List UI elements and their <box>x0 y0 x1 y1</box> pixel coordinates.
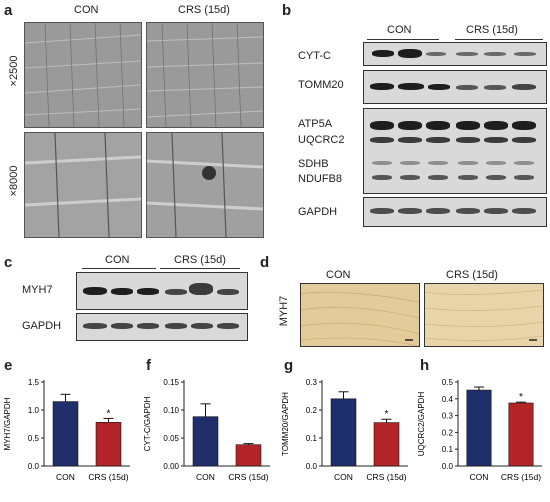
blot-c-group-label-con: CON <box>105 254 130 266</box>
y-tick-label: 1.5 <box>28 378 40 387</box>
blot-gapdh-b <box>363 197 547 227</box>
blot-myh7 <box>76 272 248 310</box>
y-tick-label: 1.0 <box>28 406 40 415</box>
blot-cytc <box>363 42 547 66</box>
bar <box>95 422 122 467</box>
bar <box>508 402 534 467</box>
x-tick-label: CRS (15d) <box>366 472 406 482</box>
y-tick-label: 0.00 <box>163 462 179 471</box>
x-tick-label: CON <box>470 472 489 482</box>
y-tick-label: 0.0 <box>28 462 40 471</box>
bar <box>330 398 357 467</box>
protein-label-atp5a: ATP5A <box>298 118 333 130</box>
panel-label-b: b <box>282 2 292 19</box>
significance-marker: * <box>519 392 523 403</box>
y-tick-label: 0.4 <box>442 395 454 404</box>
protein-label-gapdh-b: GAPDH <box>298 206 338 218</box>
protein-label-ndufb8: NDUFB8 <box>298 173 343 185</box>
histology-group-label-con: CON <box>326 269 351 281</box>
bar <box>192 416 219 467</box>
histology-group-label-crs: CRS (15d) <box>446 269 498 281</box>
x-tick-label: CON <box>196 472 215 482</box>
y-axis-label: TOMM20/GAPDH <box>281 392 290 456</box>
em-image-con-high <box>24 132 142 238</box>
em-image-crs-high <box>146 132 264 238</box>
panel-label-f: f <box>146 357 151 374</box>
blot-c-underline-con <box>82 268 156 269</box>
y-axis-label: CYT-C/GAPDH <box>143 396 152 451</box>
em-image-crs-low <box>146 22 264 128</box>
panel-label-e: e <box>4 357 13 374</box>
y-axis-label: MYH7/GAPDH <box>3 397 12 450</box>
em-texture <box>25 133 141 237</box>
significance-marker: * <box>107 408 111 419</box>
significance-marker: * <box>385 409 389 420</box>
panel-label-d: d <box>260 254 270 271</box>
blot-oxphos <box>363 108 547 194</box>
y-tick-label: 0.10 <box>163 406 179 415</box>
y-tick-label: 0.0 <box>442 462 454 471</box>
blot-group-label-con: CON <box>387 24 412 36</box>
blot-gapdh-c <box>76 313 248 341</box>
protein-label-myh7: MYH7 <box>22 284 53 296</box>
panel-label-g: g <box>284 357 294 374</box>
y-tick-label: 0.1 <box>306 434 318 443</box>
y-tick-label: 0.5 <box>28 434 40 443</box>
panel-label-a: a <box>4 2 13 19</box>
em-texture <box>25 23 141 127</box>
panel-label-h: h <box>420 357 430 374</box>
bar <box>373 422 400 467</box>
bar <box>52 401 79 467</box>
blot-group-label-crs: CRS (15d) <box>466 24 518 36</box>
protein-label-cytc: CYT-C <box>298 50 331 62</box>
x-tick-label: CRS (15d) <box>228 472 268 482</box>
blot-c-group-label-crs: CRS (15d) <box>174 254 226 266</box>
group-underline-con <box>367 39 439 40</box>
y-tick-label: 0.1 <box>442 445 454 454</box>
histology-texture <box>301 291 419 346</box>
y-axis-label: UQCRC2/GAPDH <box>417 392 426 457</box>
em-image-con-low <box>24 22 142 128</box>
bar-chart-g: TOMM20/GAPDH 0.0 0.1 0.2 0.3 CON * CRS (15d) <box>281 378 408 482</box>
y-tick-label: 0.2 <box>442 428 454 437</box>
protein-label-sdhb: SDHB <box>298 158 329 170</box>
x-tick-label: CRS (15d) <box>88 472 128 482</box>
histology-image-crs <box>424 283 544 347</box>
protein-label-uqcrc2: UQCRC2 <box>298 134 345 146</box>
em-texture <box>147 133 263 237</box>
y-tick-label: 0.2 <box>306 406 318 415</box>
group-underline-crs <box>455 39 543 40</box>
blot-c-underline-crs <box>160 268 240 269</box>
bar <box>466 389 492 467</box>
em-magnification-label-high: ×8000 <box>8 165 20 197</box>
histology-image-con <box>300 283 420 347</box>
y-tick-label: 0.15 <box>163 378 179 387</box>
em-magnification-label-low: ×2500 <box>8 55 20 87</box>
protein-label-tomm20: TOMM20 <box>298 79 344 91</box>
bar-chart-h: UQCRC2/GAPDH 0.0 0.1 0.2 0.3 0.4 0.5 CON * CRS (1… <box>417 378 542 482</box>
histology-stain-label: MYH7 <box>278 295 290 327</box>
y-tick-label: 0.0 <box>306 462 318 471</box>
bar <box>235 444 262 467</box>
x-tick-label: CON <box>56 472 75 482</box>
em-texture <box>147 23 263 127</box>
blot-tomm20 <box>363 70 547 104</box>
y-tick-label: 0.3 <box>306 378 318 387</box>
em-group-label-crs: CRS (15d) <box>178 4 230 16</box>
x-tick-label: CON <box>334 472 353 482</box>
bar-chart-f: CYT-C/GAPDH 0.00 0.05 0.10 0.15 CON CRS (15d) <box>143 378 270 482</box>
x-tick-label: CRS (15d) <box>501 472 541 482</box>
em-group-label-con: CON <box>74 4 99 16</box>
y-tick-label: 0.5 <box>442 378 454 387</box>
panel-label-c: c <box>4 254 13 271</box>
bar-chart-e: MYH7/GAPDH 0.0 0.5 1.0 1.5 CON * CRS (15d) <box>3 378 130 482</box>
protein-label-gapdh-c: GAPDH <box>22 320 62 332</box>
y-tick-label: 0.05 <box>163 434 179 443</box>
histology-texture <box>425 289 543 341</box>
y-tick-label: 0.3 <box>442 412 454 421</box>
